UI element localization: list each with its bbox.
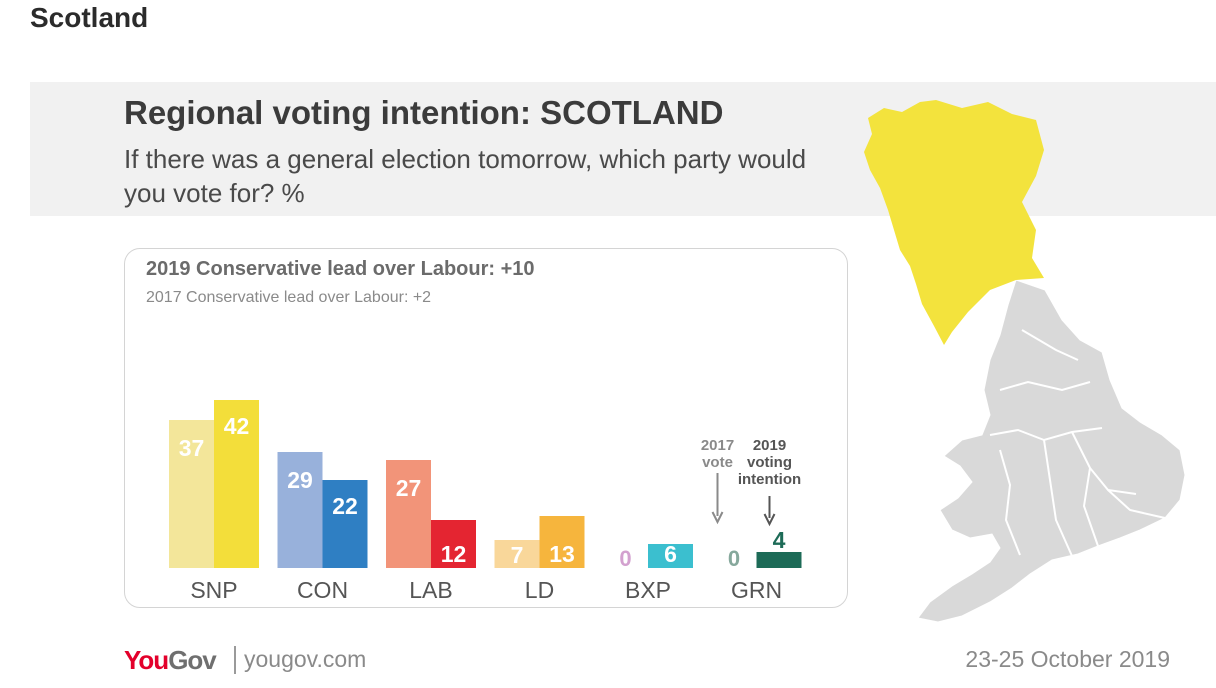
logo-gov: Gov bbox=[168, 645, 217, 675]
bar-2019-con bbox=[322, 480, 368, 568]
uk-map bbox=[864, 100, 1186, 623]
scotland-region bbox=[864, 100, 1044, 345]
logo-you: You bbox=[124, 645, 169, 675]
bar-2017-snp bbox=[169, 420, 214, 568]
annotation-2017-vote-line-1: vote bbox=[702, 454, 733, 471]
category-label-grn: GRN bbox=[731, 577, 782, 603]
label-2019-snp: 42 bbox=[224, 413, 250, 439]
fieldwork-date: 23-25 October 2019 bbox=[965, 646, 1170, 672]
label-2017-con: 29 bbox=[287, 467, 313, 493]
annotation-2019-intention-line-0: 2019 bbox=[753, 437, 786, 454]
annotation-2017-vote-line-0: 2017 bbox=[701, 437, 734, 454]
footer-url-link[interactable]: yougov.com bbox=[244, 646, 367, 672]
bar-2017-con bbox=[277, 452, 323, 568]
label-2017-snp: 37 bbox=[179, 435, 205, 461]
label-2017-bxp: 0 bbox=[619, 546, 631, 571]
category-label-ld: LD bbox=[525, 577, 554, 603]
region-borders bbox=[989, 329, 1166, 557]
scotland-shape bbox=[864, 100, 1044, 345]
label-2019-ld: 13 bbox=[549, 541, 575, 567]
bar-2019-grn bbox=[756, 552, 802, 568]
chart-subtitle: If there was a general election tomorrow… bbox=[124, 144, 807, 208]
lead-2019-text: 2019 Conservative lead over Labour: +10 bbox=[146, 258, 535, 280]
bar-2019-bxp bbox=[648, 544, 693, 568]
bar-2019-snp bbox=[214, 400, 259, 568]
category-label-con: CON bbox=[297, 577, 348, 603]
label-2019-lab: 12 bbox=[441, 541, 467, 567]
label-2019-bxp: 6 bbox=[664, 541, 677, 567]
chart-title: Regional voting intention: SCOTLAND bbox=[124, 94, 724, 131]
annotation-2019-intention-line-1: voting bbox=[747, 454, 792, 471]
label-2017-grn: 0 bbox=[728, 546, 740, 571]
annotation-2019-intention-line-2: intention bbox=[738, 471, 801, 488]
lead-2017-text: 2017 Conservative lead over Labour: +2 bbox=[146, 289, 432, 306]
label-2019-grn: 4 bbox=[773, 527, 786, 553]
category-label-lab: LAB bbox=[409, 577, 452, 603]
bar-2017-ld bbox=[494, 540, 540, 568]
page-heading: Scotland bbox=[30, 2, 149, 33]
bar-2017-lab bbox=[386, 460, 431, 568]
label-2017-ld: 7 bbox=[511, 542, 524, 568]
bar-2019-ld bbox=[539, 516, 585, 568]
category-label-bxp: BXP bbox=[625, 577, 671, 603]
category-label-snp: SNP bbox=[190, 577, 237, 603]
england-wales-region bbox=[917, 279, 1186, 623]
label-2019-con: 22 bbox=[332, 493, 358, 519]
england-wales-shape bbox=[917, 279, 1186, 623]
yougov-logo[interactable]: YouGov bbox=[124, 645, 217, 676]
footer-divider bbox=[234, 646, 236, 674]
arrow-2017-head bbox=[711, 511, 724, 525]
arrow-2019-head bbox=[763, 513, 776, 527]
label-2017-lab: 27 bbox=[396, 475, 422, 501]
bar-2019-lab bbox=[431, 520, 476, 568]
